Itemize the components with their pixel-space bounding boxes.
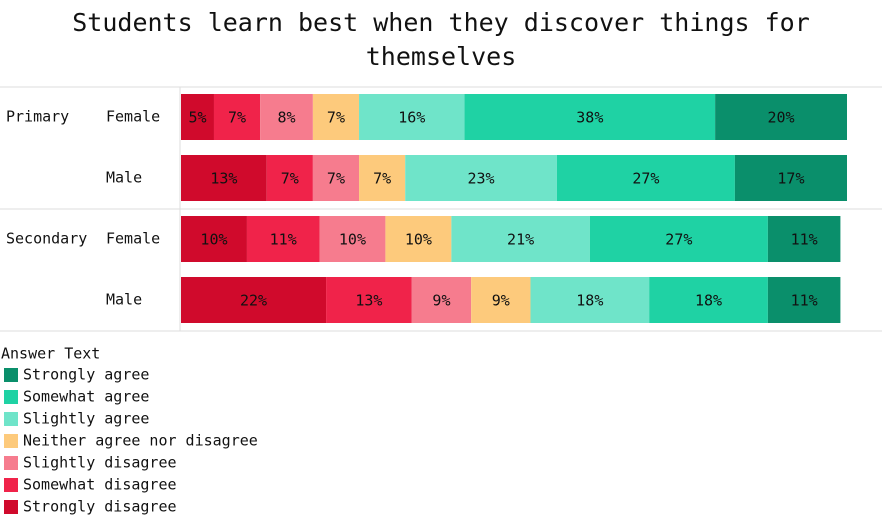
group-label: Primary bbox=[6, 108, 69, 126]
value-label: 18% bbox=[576, 292, 603, 310]
value-label: 16% bbox=[398, 109, 425, 127]
bar-segment bbox=[319, 216, 386, 262]
value-label: 5% bbox=[188, 109, 206, 127]
value-label: 27% bbox=[665, 231, 692, 249]
value-label: 38% bbox=[576, 109, 603, 127]
legend-title: Answer Text bbox=[1, 345, 100, 363]
bar-segment bbox=[181, 155, 267, 201]
legend-label: Strongly disagree bbox=[23, 498, 177, 516]
category-label: Female bbox=[106, 108, 160, 126]
value-label: 10% bbox=[405, 231, 432, 249]
value-label: 13% bbox=[210, 170, 237, 188]
bar-segment bbox=[326, 277, 412, 323]
group-label: Secondary bbox=[6, 230, 87, 248]
value-label: 27% bbox=[632, 170, 659, 188]
bar-segment bbox=[767, 277, 841, 323]
value-label: 13% bbox=[355, 292, 382, 310]
bar-segment bbox=[767, 216, 841, 262]
bar-segment bbox=[411, 277, 472, 323]
value-label: 8% bbox=[277, 109, 295, 127]
bar-segment bbox=[181, 94, 214, 140]
bar-segment bbox=[556, 155, 735, 201]
bar-segment bbox=[405, 155, 557, 201]
chart-title: Students learn best when they discover t… bbox=[72, 8, 810, 71]
value-label: 7% bbox=[228, 109, 246, 127]
legend-label: Slightly disagree bbox=[23, 454, 177, 472]
legend-swatch bbox=[4, 456, 18, 470]
value-label: 23% bbox=[467, 170, 494, 188]
bar-segment bbox=[715, 94, 847, 140]
bar-segment bbox=[359, 155, 406, 201]
value-label: 7% bbox=[327, 170, 345, 188]
legend-swatch bbox=[4, 390, 18, 404]
legend-swatch bbox=[4, 500, 18, 514]
bar-segment bbox=[734, 155, 847, 201]
value-label: 7% bbox=[327, 109, 345, 127]
legend-swatch bbox=[4, 434, 18, 448]
bar-segment bbox=[359, 94, 465, 140]
bar-segment bbox=[266, 155, 313, 201]
value-label: 22% bbox=[240, 292, 267, 310]
bar-segment bbox=[312, 94, 360, 140]
bar-segment bbox=[530, 277, 650, 323]
legend-label: Strongly agree bbox=[23, 366, 149, 384]
legend-label: Neither agree nor disagree bbox=[23, 432, 258, 450]
value-label: 11% bbox=[270, 231, 297, 249]
legend-swatch bbox=[4, 478, 18, 492]
bar-segment bbox=[464, 94, 716, 140]
value-label: 7% bbox=[373, 170, 391, 188]
value-label: 9% bbox=[492, 292, 510, 310]
value-label: 20% bbox=[768, 109, 795, 127]
value-label: 9% bbox=[432, 292, 450, 310]
bar-segment bbox=[451, 216, 590, 262]
bar-segment bbox=[471, 277, 531, 323]
value-label: 21% bbox=[507, 231, 534, 249]
value-label: 7% bbox=[281, 170, 299, 188]
bar-segment bbox=[260, 94, 313, 140]
legend-label: Somewhat agree bbox=[23, 388, 149, 406]
bar-segment bbox=[649, 277, 768, 323]
category-label: Female bbox=[106, 230, 160, 248]
category-label: Male bbox=[106, 169, 142, 187]
legend-label: Slightly agree bbox=[23, 410, 149, 428]
value-label: 10% bbox=[200, 231, 227, 249]
bar-segment bbox=[181, 216, 247, 262]
bar-segment bbox=[385, 216, 452, 262]
bar-segment bbox=[213, 94, 261, 140]
bar-segment bbox=[312, 155, 360, 201]
legend-label: Somewhat disagree bbox=[23, 476, 177, 494]
value-label: 17% bbox=[777, 170, 804, 188]
legend-swatch bbox=[4, 368, 18, 382]
bar-segment bbox=[589, 216, 768, 262]
bar-segment bbox=[181, 277, 327, 323]
category-label: Male bbox=[106, 291, 142, 309]
value-label: 11% bbox=[791, 292, 818, 310]
value-label: 18% bbox=[695, 292, 722, 310]
value-label: 10% bbox=[339, 231, 366, 249]
bar-segment bbox=[246, 216, 320, 262]
value-label: 11% bbox=[791, 231, 818, 249]
legend-swatch bbox=[4, 412, 18, 426]
